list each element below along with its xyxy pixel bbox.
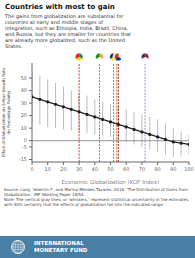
svg-text:60: 60 [123,166,129,172]
html-text:Globalization.' IMF Working Pa: Globalization.' IMF Working Paper 18/54. [4,192,85,197]
html-text:INTERNATIONAL: INTERNATIONAL [34,240,84,246]
html-text:Note: The vertical gray lines,: Note: The vertical gray lines, or 'whisk… [4,197,190,202]
html-text:Source: Lang, Valentin F., and: Source: Lang, Valentin F., and Marina Me… [4,187,188,192]
html-text:The gains from globalization a: The gains from globalization are substan… [5,13,132,49]
svg-text:20: 20 [60,166,66,172]
html-text:Countries with most to gain: Countries with most to gain [5,3,115,11]
svg-text:Economic Globalization (KOF In: Economic Globalization (KOF Index) [62,179,160,184]
svg-text:-15: -15 [19,156,27,162]
svg-text:70: 70 [139,166,145,172]
svg-text:Effect of Globalization on 5-Y: Effect of Globalization on 5-Year Growth… [8,67,11,157]
svg-text:100: 100 [184,166,187,172]
html-text:Effect of Globalization on 5-Y: Effect of Globalization on 5-Year Growth… [0,67,6,158]
html-text:MONETARY FUND: MONETARY FUND [34,247,88,253]
svg-text:10: 10 [21,125,27,131]
svg-text:90: 90 [170,166,176,172]
svg-text:0: 0 [24,137,27,143]
svg-text:20: 20 [21,112,27,118]
svg-text:0: 0 [30,166,33,172]
svg-text:30: 30 [76,166,82,172]
svg-text:50: 50 [21,75,27,81]
svg-text:40: 40 [92,166,98,172]
svg-text:50: 50 [107,166,113,172]
svg-text:30: 30 [21,100,27,106]
svg-text:-5: -5 [22,144,27,150]
html-text:with 90% certainty that the ef: with 90% certainty that the effects of g… [4,202,164,207]
svg-text:80: 80 [154,166,160,172]
svg-text:10: 10 [45,166,51,172]
svg-text:40: 40 [21,87,27,93]
